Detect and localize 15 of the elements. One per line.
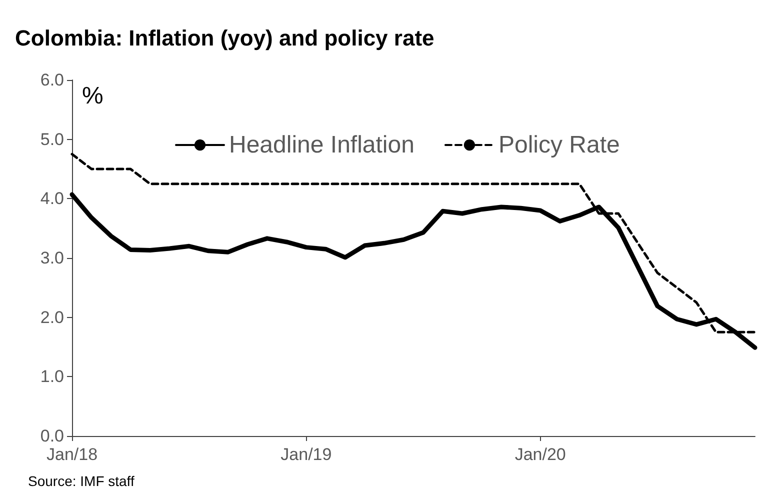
legend-label: Policy Rate (498, 132, 620, 158)
source-note: Source: IMF staff (28, 473, 134, 489)
x-tick-label: Jan/20 (514, 445, 566, 464)
y-tick-label: 3.0 (40, 248, 64, 268)
y-tick-label: 4.0 (40, 189, 64, 208)
y-tick-label: 5.0 (40, 130, 64, 149)
y-tick-label: 0.0 (40, 426, 64, 446)
y-tick-label: 6.0 (40, 70, 64, 90)
legend-label: Headline Inflation (229, 132, 414, 158)
x-tick-label: Jan/19 (280, 445, 332, 464)
y-axis-title: % (82, 82, 104, 110)
x-tick-label: Jan/18 (46, 445, 98, 464)
chart-title: Colombia: Inflation (yoy) and policy rate (15, 26, 434, 50)
y-tick-label: 2.0 (40, 308, 64, 327)
y-tick-label: 1.0 (40, 367, 64, 386)
